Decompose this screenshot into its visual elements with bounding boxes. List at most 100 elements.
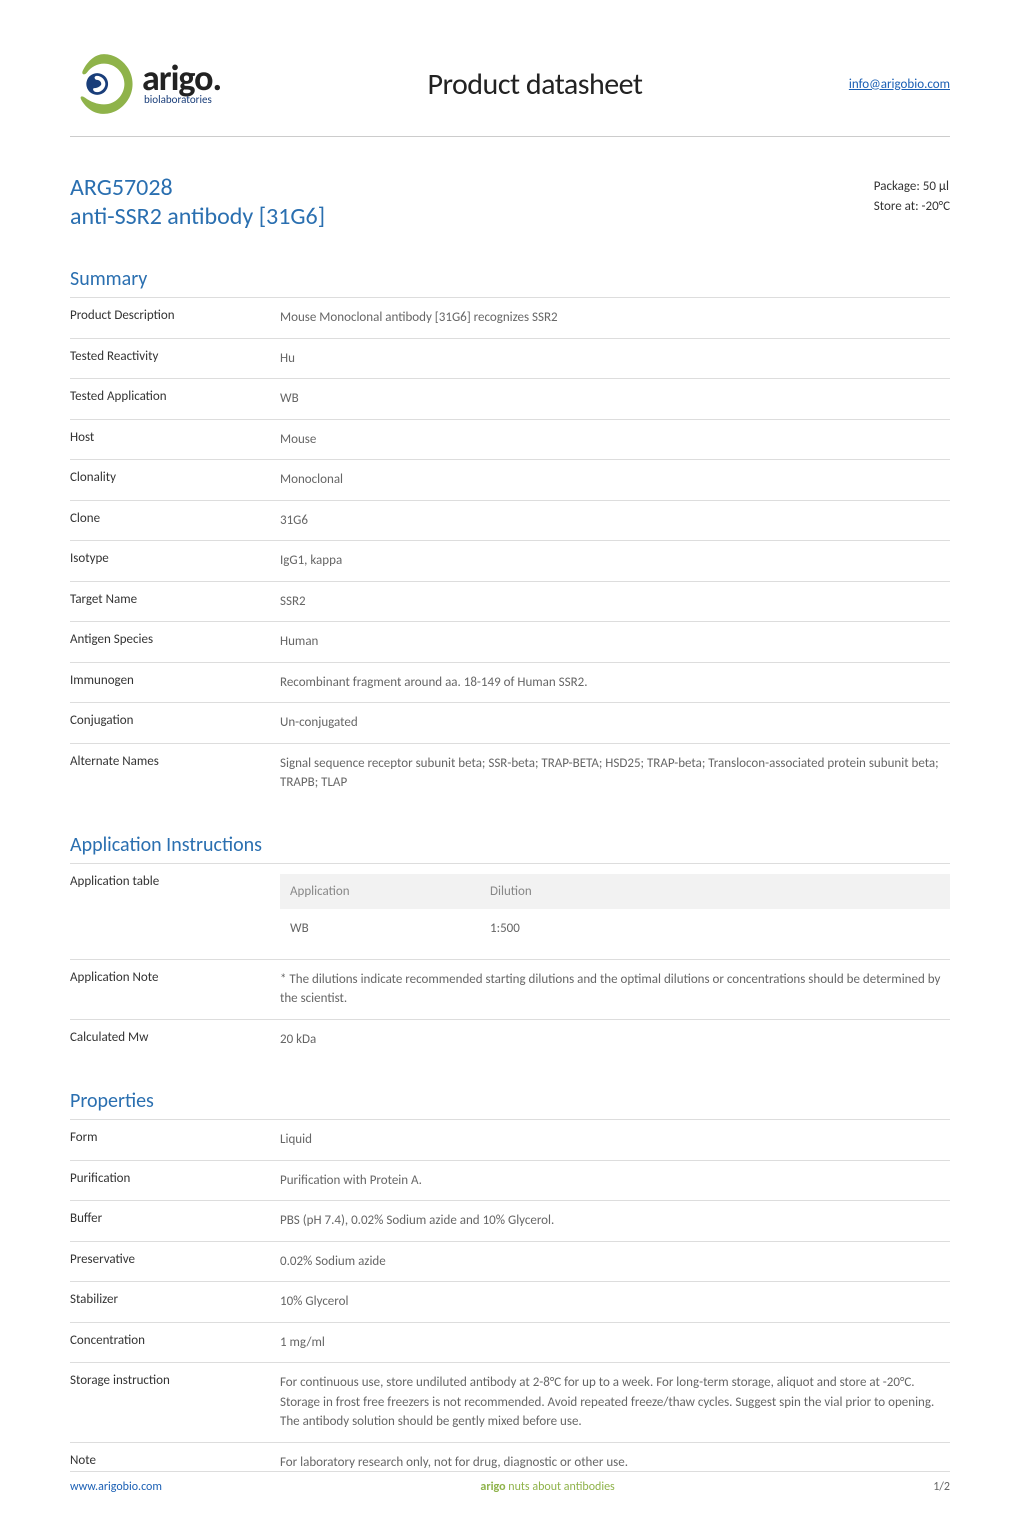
info-email-link[interactable]: info@arigobio.com xyxy=(849,77,950,92)
product-meta: Package: 50 μl Store at: -20°C xyxy=(874,177,950,216)
properties-val: 1 mg/ml xyxy=(280,1333,950,1353)
summary-val: Human xyxy=(280,632,950,652)
properties-table: Form Liquid Purification Purification wi… xyxy=(70,1119,950,1482)
properties-row: Preservative 0.02% Sodium azide xyxy=(70,1241,950,1282)
properties-key: Buffer xyxy=(70,1211,280,1231)
summary-key: Target Name xyxy=(70,592,280,612)
properties-key: Preservative xyxy=(70,1252,280,1272)
properties-row: Storage instruction For continuous use, … xyxy=(70,1362,950,1442)
logo-text: arigo. biolaboratories xyxy=(142,62,221,105)
app-table-val: Application Dilution WB 1:500 xyxy=(280,874,950,949)
section-title-summary: Summary xyxy=(70,267,950,291)
summary-key: Alternate Names xyxy=(70,754,280,793)
properties-key: Storage instruction xyxy=(70,1373,280,1432)
summary-row: Isotype IgG1, kappa xyxy=(70,540,950,581)
brand-name: arigo. xyxy=(142,62,221,94)
summary-val: WB xyxy=(280,389,950,409)
summary-key: Tested Application xyxy=(70,389,280,409)
app-mw-key: Calculated Mw xyxy=(70,1030,280,1050)
footer-tagline-strong: arigo xyxy=(480,1480,505,1494)
app-table-head: Application Dilution xyxy=(280,874,950,910)
app-table-body-row: WB 1:500 xyxy=(280,909,950,949)
summary-val: Un-conjugated xyxy=(280,713,950,733)
footer-tagline: arigo nuts about antibodies xyxy=(480,1480,614,1494)
summary-row: Target Name SSR2 xyxy=(70,581,950,622)
app-table-head-c1: Application xyxy=(290,882,490,902)
properties-key: Note xyxy=(70,1453,280,1473)
app-table-head-c2: Dilution xyxy=(490,882,940,902)
properties-val: PBS (pH 7.4), 0.02% Sodium azide and 10%… xyxy=(280,1211,950,1231)
properties-key: Stabilizer xyxy=(70,1292,280,1312)
application-table: Application Dilution WB 1:500 xyxy=(280,874,950,949)
summary-key: Host xyxy=(70,430,280,450)
product-package: Package: 50 μl xyxy=(874,177,950,197)
app-table-body-c2: 1:500 xyxy=(490,919,940,939)
app-note-row: Application Note * The dilutions indicat… xyxy=(70,959,950,1019)
summary-val: Signal sequence receptor subunit beta; S… xyxy=(280,754,950,793)
summary-key: Tested Reactivity xyxy=(70,349,280,369)
properties-val: Liquid xyxy=(280,1130,950,1150)
properties-row: Form Liquid xyxy=(70,1119,950,1160)
summary-key: Conjugation xyxy=(70,713,280,733)
summary-row: Clone 31G6 xyxy=(70,500,950,541)
summary-table: Product Description Mouse Monoclonal ant… xyxy=(70,297,950,803)
header: arigo. biolaboratories Product datasheet… xyxy=(70,50,950,137)
logo-icon xyxy=(70,50,138,118)
summary-key: Clonality xyxy=(70,470,280,490)
app-table-row: Application table Application Dilution W… xyxy=(70,863,950,959)
app-mw-row: Calculated Mw 20 kDa xyxy=(70,1019,950,1060)
properties-val: 0.02% Sodium azide xyxy=(280,1252,950,1272)
properties-row: Concentration 1 mg/ml xyxy=(70,1322,950,1363)
logo-block: arigo. biolaboratories xyxy=(70,50,221,118)
properties-key: Form xyxy=(70,1130,280,1150)
app-note-key: Application Note xyxy=(70,970,280,1009)
summary-key: Immunogen xyxy=(70,673,280,693)
section-title-appinst: Application Instructions xyxy=(70,833,950,857)
section-title-properties: Properties xyxy=(70,1089,950,1113)
properties-val: Purification with Protein A. xyxy=(280,1171,950,1191)
summary-key: Product Description xyxy=(70,308,280,328)
properties-row: Purification Purification with Protein A… xyxy=(70,1160,950,1201)
product-storage: Store at: -20°C xyxy=(874,197,950,217)
product-name: anti-SSR2 antibody [31G6] xyxy=(70,202,325,231)
footer-page-number: 1/2 xyxy=(933,1480,950,1494)
summary-row: Clonality Monoclonal xyxy=(70,459,950,500)
properties-key: Concentration xyxy=(70,1333,280,1353)
brand-subtitle: biolaboratories xyxy=(144,93,221,106)
summary-key: Clone xyxy=(70,511,280,531)
summary-val: IgG1, kappa xyxy=(280,551,950,571)
footer: www.arigobio.com arigo nuts about antibo… xyxy=(70,1471,950,1494)
summary-row: Alternate Names Signal sequence receptor… xyxy=(70,743,950,803)
properties-val: 10% Glycerol xyxy=(280,1292,950,1312)
summary-row: Immunogen Recombinant fragment around aa… xyxy=(70,662,950,703)
app-note-val: * The dilutions indicate recommended sta… xyxy=(280,970,950,1009)
summary-val: Mouse xyxy=(280,430,950,450)
footer-site-link[interactable]: www.arigobio.com xyxy=(70,1480,162,1494)
properties-key: Purification xyxy=(70,1171,280,1191)
product-block: ARG57028 anti-SSR2 antibody [31G6] Packa… xyxy=(70,173,950,231)
summary-row: Conjugation Un-conjugated xyxy=(70,702,950,743)
summary-row: Tested Application WB xyxy=(70,378,950,419)
summary-val: Mouse Monoclonal antibody [31G6] recogni… xyxy=(280,308,950,328)
summary-row: Host Mouse xyxy=(70,419,950,460)
summary-key: Isotype xyxy=(70,551,280,571)
product-sku: ARG57028 xyxy=(70,173,325,202)
product-heading: ARG57028 anti-SSR2 antibody [31G6] xyxy=(70,173,325,231)
summary-row: Tested Reactivity Hu xyxy=(70,338,950,379)
doc-title: Product datasheet xyxy=(428,66,643,103)
footer-tagline-rest: nuts about antibodies xyxy=(506,1480,615,1494)
summary-val: Hu xyxy=(280,349,950,369)
summary-val: Monoclonal xyxy=(280,470,950,490)
summary-val: 31G6 xyxy=(280,511,950,531)
properties-row: Stabilizer 10% Glycerol xyxy=(70,1281,950,1322)
summary-val: Recombinant fragment around aa. 18-149 o… xyxy=(280,673,950,693)
summary-val: SSR2 xyxy=(280,592,950,612)
app-mw-val: 20 kDa xyxy=(280,1030,950,1050)
properties-val: For continuous use, store undiluted anti… xyxy=(280,1373,950,1432)
properties-val: For laboratory research only, not for dr… xyxy=(280,1453,950,1473)
summary-row: Antigen Species Human xyxy=(70,621,950,662)
app-table-body-c1: WB xyxy=(290,919,490,939)
properties-row: Buffer PBS (pH 7.4), 0.02% Sodium azide … xyxy=(70,1200,950,1241)
app-table-key: Application table xyxy=(70,874,280,949)
summary-row: Product Description Mouse Monoclonal ant… xyxy=(70,297,950,338)
